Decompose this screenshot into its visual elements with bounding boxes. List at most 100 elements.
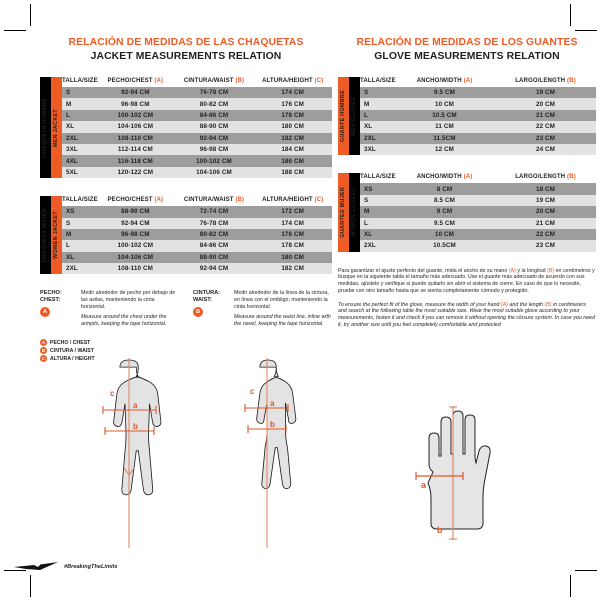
table-row: XL 10 CM 22 CM (360, 228, 596, 241)
cell-height: 186 CM (253, 155, 332, 167)
cell-size: XL (360, 228, 394, 241)
cell-size: XS (62, 206, 96, 218)
crop-mark-tr-h (575, 30, 597, 31)
col-header-size: TALLA/SIZE (62, 196, 98, 204)
men-jacket-table: TALLA/SIZE PECHO/CHEST (A) CINTURA/WAIST… (62, 77, 332, 179)
marker-b-icon: B (193, 306, 203, 317)
cell-chest: 96-98 CM (96, 98, 175, 110)
cell-size: 4XL (62, 155, 96, 167)
men-gloves-side-label-es-band: GUANTE HOMBRE (338, 77, 349, 156)
table-row: M 96-98 CM 80-82 CM 176 CM (62, 228, 332, 241)
men-gloves-table-wrap: GUANTE HOMBRE MEN GLOVES TALLA/SIZE ANCH… (338, 77, 596, 156)
cell-chest: 108-110 CM (96, 263, 175, 275)
cell-height: 180 CM (253, 121, 332, 133)
marker-a-icon: A (40, 306, 50, 317)
cell-height: 182 CM (253, 263, 332, 275)
female-figure (256, 359, 297, 490)
table-row: 2XL 10.5CM 23 CM (360, 240, 596, 252)
chest-label-en: CHEST: (40, 297, 61, 304)
col-header-width: ANCHO/WIDTH (A) (416, 173, 473, 181)
table-row: 5XL 120-122 CM 104-106 CM 188 CM (62, 166, 332, 179)
cell-chest: 88-90 CM (96, 206, 175, 218)
waist-text-es: Medir alrededor de la línea de la cintur… (234, 290, 329, 310)
cell-size: 2XL (360, 240, 394, 252)
col-header-length: LARGO/LENGTH (B) (515, 77, 576, 84)
cell-size: S (360, 194, 394, 207)
glove-para-es-2: y la longitud (515, 267, 548, 274)
table-row: XL 104-106 CM 88-90 CM 180 CM (62, 251, 332, 264)
men-jacket-side-label-es-band: CHAQUETA HOMBRE (40, 77, 51, 179)
cell-height: 182 CM (253, 132, 332, 144)
legend-marker-c-icon: C (40, 355, 47, 363)
jackets-title-es: RELACIÓN DE MEDIDAS DE LAS CHAQUETAS (68, 37, 304, 48)
cell-size: 2XL (360, 132, 394, 144)
cell-chest: 96-98 CM (96, 228, 175, 241)
col-header-size: TALLA/SIZE (360, 77, 396, 84)
col-header-size: TALLA/SIZE (62, 77, 98, 84)
cell-width: 11 CM (394, 121, 495, 133)
crop-mark-tl-v (30, 4, 31, 26)
cell-size: 2XL (62, 132, 96, 144)
jackets-title-en: JACKET MEASUREMENTS RELATION (90, 51, 282, 62)
male-height-arrow (123, 467, 135, 476)
waist-instruction-text: Medir alrededor de la línea de la cintur… (234, 290, 332, 327)
male-label-b: b (133, 422, 138, 431)
women-jacket-table-wrap: CHAQUETA MUJER WOMEN JACKET TALLA/SIZE P… (40, 196, 332, 275)
cell-height: 184 CM (253, 143, 332, 156)
cell-size: S (62, 87, 96, 99)
footer-hashtag: #BreakingTheLimits (64, 564, 118, 570)
gloves-title-es: RELACIÓN DE MEDIDAS DE LOS GUANTES (356, 37, 578, 48)
cell-length: 23 CM (495, 240, 596, 252)
cell-size: XL (62, 121, 96, 133)
table-row: S 8.5 CM 19 CM (360, 194, 596, 207)
col-header-height: ALTURA/HEIGHT (C) (262, 77, 324, 84)
cell-height: 188 CM (253, 166, 332, 179)
measurement-legend: A PECHO / CHEST B CINTURA / WAIST C ALTURA / … (40, 339, 332, 363)
chest-instruction-labels: PECHO: CHEST: A (40, 290, 77, 327)
cell-width: 10 CM (394, 228, 495, 241)
glove-para-en-4: In case you need it, try another size un… (338, 314, 596, 328)
crop-mark-br-h (575, 570, 597, 571)
cell-width: 10 CM (394, 98, 495, 110)
table-row: L 10.5 CM 21 CM (360, 109, 596, 122)
waist-text-en: Measure around the waist line, inline wi… (234, 314, 331, 327)
gloves-title-en: GLOVE MEASUREMENTS RELATION (374, 51, 560, 62)
men-jacket-table-wrap: CHAQUETA HOMBRE MEN JACKET TALLA/SIZE PE… (40, 77, 332, 179)
cell-length: 21 CM (495, 109, 596, 122)
table-row: XL 104-106 CM 88-90 CM 180 CM (62, 121, 332, 133)
legend-label: CINTURA / WAIST (50, 347, 94, 354)
legend-item: C ALTURA / HEIGHT (40, 355, 332, 363)
cell-size: S (62, 217, 96, 229)
cell-waist: 96-98 CM (174, 143, 254, 156)
cell-size: S (360, 87, 394, 99)
cell-size: 2XL (62, 263, 96, 275)
men-gloves-side-label-es: GUANTE HOMBRE (340, 90, 346, 143)
waist-label-es: CINTURA: (193, 290, 221, 297)
cell-length: 18 CM (495, 183, 596, 195)
col-header-height: ALTURA/HEIGHT (C) (262, 196, 324, 204)
cell-waist: 88-90 CM (174, 121, 254, 133)
female-label-a: a (270, 399, 275, 408)
table-row: L 100-102 CM 84-86 CM 178 CM (62, 109, 332, 122)
female-silhouette (256, 359, 297, 490)
cell-length: 22 CM (495, 121, 596, 133)
men-gloves-body: S 9.5 CM 19 CM M 10 CM 20 CM L 10.5 CM 21 CM XL 11… (360, 87, 596, 156)
women-gloves-side-label-en-band: WOMEN GLOVES (349, 173, 360, 252)
cell-waist: 88-90 CM (174, 251, 254, 264)
glove-para-en-mark-b: (B) (544, 301, 552, 308)
cell-width: 8 CM (394, 183, 495, 195)
cell-length: 20 CM (495, 98, 596, 110)
cell-waist: 100-102 CM (174, 155, 254, 167)
hand-label-a: a (421, 480, 427, 490)
table-row: S 92-94 CM 76-78 CM 174 CM (62, 217, 332, 229)
col-header-chest: PECHO/CHEST (A) (107, 77, 164, 84)
table-row: L 100-102 CM 84-86 CM 178 CM (62, 240, 332, 252)
glove-para-es-4: Use el guante más adecuado de acuerdo co… (338, 274, 585, 294)
cell-size: M (360, 206, 394, 218)
body-figures-svg: a b c a b c (102, 358, 297, 548)
col-header-size: TALLA/SIZE (360, 173, 396, 181)
cell-width: 8.5 CM (394, 194, 495, 207)
male-label-c: c (110, 389, 115, 398)
cell-chest: 112-114 CM (96, 143, 175, 156)
